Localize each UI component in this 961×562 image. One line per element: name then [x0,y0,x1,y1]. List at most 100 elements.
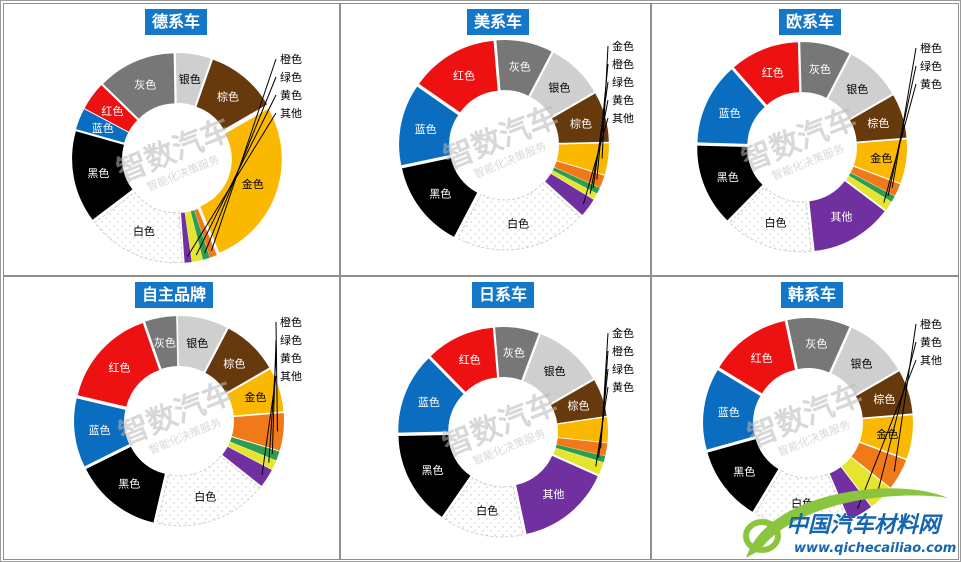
slice-label-黑色: 黑色 [87,166,109,180]
callout-label-橙色: 橙色 [920,41,942,55]
slice-label-棕色: 棕色 [570,116,592,130]
slice-label-白色: 白色 [476,503,498,517]
callout-label-绿色: 绿色 [920,59,942,73]
donut-segment-金色 [200,108,282,253]
donut-segment-银色 [177,316,227,372]
donut-segment-金色 [226,369,284,416]
donut-segment-其他 [181,212,192,263]
callout-line-黄色 [195,94,277,256]
donut-segment-白色 [443,477,524,538]
callout-label-橙色: 橙色 [612,57,634,71]
donut-segment-银色 [175,53,212,106]
donut-segment-金色 [853,139,907,184]
slice-label-黑色: 黑色 [733,464,755,478]
donut-segment-红色 [719,320,796,394]
slice-label-棕色: 棕色 [223,356,245,370]
slice-label-白色: 白色 [194,490,216,504]
donut-segment-白色 [94,191,184,264]
callout-label-金色: 金色 [612,326,634,340]
chart-title: 自主品牌 [134,282,214,308]
donut-segment-黄色 [846,175,892,210]
slice-label-银色: 银色 [846,82,868,96]
slice-label-红色: 红色 [109,360,131,374]
callout-line-其他 [582,117,609,205]
donut-segment-黄色 [553,448,604,475]
donut-segment-其他 [545,173,594,215]
donut-segment-黄色 [184,211,203,262]
donut-segment-橙色 [231,412,284,451]
callout-label-绿色: 绿色 [612,362,634,376]
callout-label-其他: 其他 [612,112,634,125]
donut-segment-红色 [77,322,160,407]
slice-label-银色: 银色 [179,72,201,86]
donut-segment-灰色 [787,318,850,373]
slice-label-红色: 红色 [459,352,481,366]
slice-label-黑色: 黑色 [429,186,451,200]
donut-segment-灰色 [145,316,178,369]
slice-label-蓝色: 蓝色 [418,395,440,409]
donut-segment-棕色 [196,59,268,130]
callout-label-橙色: 橙色 [280,52,302,66]
donut-segment-蓝色 [74,398,130,467]
slice-label-蓝色: 蓝色 [719,106,741,120]
donut-segment-银色 [530,52,595,117]
callout-label-黄色: 黄色 [612,93,634,107]
panel-american: 美系车 棕色 白色 黑色 蓝色 红色 灰色 银色 金色 橙色 绿色 黄色 其他 智数汽车 智能化决策服务 [340,3,651,276]
donut-segment-绿色 [848,172,895,202]
panel-japanese: 日系车 棕色 其他 白色 黑色 蓝色 红色 灰色 银色 金色 橙色 绿色 黄色 智数汽车 智能化决策服务 [340,276,651,560]
callout-label-黄色: 黄色 [612,380,634,394]
callout-line-黄色 [883,83,917,203]
callout-line-绿色 [598,368,609,458]
callout-label-其他: 其他 [920,354,942,367]
panel-domestic: 自主品牌 金色 白色 黑色 蓝色 红色 灰色 银色 棕色 橙色 绿色 黄色 其他 智数汽车 智能化决策服务 [3,276,340,560]
callout-label-橙色: 橙色 [920,317,942,331]
donut-segment-银色 [828,54,893,119]
slice-label-灰色: 灰色 [509,60,531,74]
donut-segment-蓝色 [697,69,765,144]
donut-segment-棕色 [849,95,907,142]
callout-label-黄色: 黄色 [280,88,302,102]
donut-segment-蓝色 [703,370,761,450]
callout-label-绿色: 绿色 [612,75,634,89]
donut-segment-红色 [430,327,498,392]
donut-segment-黄色 [551,170,597,200]
logo-ring [743,519,781,553]
callout-line-其他 [187,112,277,257]
slice-label-银色: 银色 [548,80,570,94]
callout-label-其他: 其他 [280,370,302,383]
chart-title: 德系车 [144,9,208,35]
donut-segment-棕色 [205,328,270,393]
donut-segment-橙色 [194,208,217,258]
donut-segment-蓝色 [398,358,464,433]
donut-segment-橙色 [851,442,907,488]
slice-label-灰色: 灰色 [503,346,525,360]
chart-title: 欧系车 [778,9,842,35]
donut-segment-棕色 [552,93,609,143]
chart-title: 韩系车 [780,282,844,308]
logo-name: 中国汽车材料网 [786,512,943,538]
donut-segment-红色 [733,42,800,105]
slice-label-棕色: 棕色 [867,116,889,130]
donut-segment-绿色 [555,444,606,463]
slice-label-金色: 金色 [242,177,264,191]
slice-label-蓝色: 蓝色 [718,405,740,419]
slice-label-棕色: 棕色 [873,392,895,406]
callout-line-绿色 [887,65,917,197]
logo-url: www.qichecailiao.com [794,541,956,556]
slice-label-白色: 白色 [133,224,155,238]
donut-segment-橙色 [554,161,605,188]
slice-label-灰色: 灰色 [805,336,827,350]
slice-label-黑色: 黑色 [118,477,140,491]
donut-segment-蓝色 [76,109,129,143]
slice-label-蓝色: 蓝色 [89,423,111,437]
slice-label-灰色: 灰色 [154,335,176,349]
slice-label-红色: 红色 [762,66,784,80]
slice-label-灰色: 灰色 [134,78,156,92]
donut-segment-白色 [729,186,812,253]
slice-label-其他: 其他 [542,488,564,501]
logo-swoosh [746,488,948,558]
donut-segment-其他 [809,181,885,251]
donut-segment-白色 [457,182,581,251]
slice-label-红色: 红色 [101,104,123,118]
